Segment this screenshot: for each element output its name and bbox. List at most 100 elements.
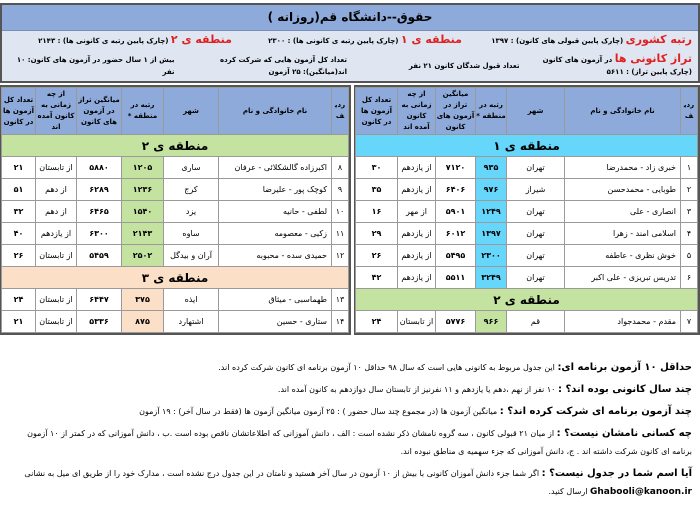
city: تهران: [506, 156, 565, 179]
student-name: تدریس تبریزی - علی اکبر: [564, 266, 681, 289]
table-row: ۷ مقدم - محمدجواد قم ۹۶۶ ۵۷۷۶ از تابستان ۲۴: [355, 310, 698, 333]
column-header: ردیف: [331, 87, 349, 135]
region-rank: ۲۱۴۳: [121, 222, 164, 245]
avg-taraz: ۵۸۸۰: [76, 156, 122, 179]
row-number: ۳: [680, 200, 698, 223]
student-name: حمیدی سده - محبوبه: [218, 244, 332, 267]
summary-row-counts: تراز کانونی ها در آزمون های کانون (چارک …: [2, 50, 698, 81]
region-row: منطقه ی ۲: [1, 134, 349, 157]
row-number: ۷: [680, 310, 698, 333]
joined-since: از یازدهم: [35, 222, 77, 245]
student-name: خوش نظری - عاطفه: [564, 244, 681, 267]
exam-count: ۴۲: [355, 266, 398, 289]
joined-since: از تابستان: [35, 288, 77, 311]
email-link[interactable]: Ghabooli@kanoon.ir: [589, 487, 692, 497]
avg-taraz: ۶۴۶۵: [76, 200, 122, 223]
column-header: ردیف: [680, 87, 698, 135]
note-title: حداقل ۱۰ آزمون برنامه ای:: [557, 362, 692, 373]
exam-count: ۲۶: [1, 244, 36, 267]
avg-taraz: ۶۴۰۶: [435, 178, 476, 201]
region-rank: ۳۲۴۹: [475, 266, 507, 289]
avg-taraz: ۷۱۲۰: [435, 156, 476, 179]
region-heading: منطقه ی ۲: [1, 134, 349, 157]
exam-count: ۲۴: [355, 310, 398, 333]
notes: حداقل ۱۰ آزمون برنامه ای: این جدول مربوط…: [8, 359, 692, 501]
note-text: از میان ۲۱ قبولی کانون ، سه گروه نامشان …: [27, 429, 692, 456]
avg-taraz: ۵۹۰۱: [435, 200, 476, 223]
column-header: تعداد کل آزمون ها در کانون: [355, 87, 398, 135]
region2-label: منطقه ی ۲: [170, 33, 232, 46]
row-number: ۱۰: [331, 200, 349, 223]
region1-summary: منطقه ی ۱ (چارک پایین رتبه ی کانونی ها) …: [238, 34, 462, 47]
city: ساوه: [163, 222, 219, 245]
student-name: مقدم - محمدجواد: [564, 310, 681, 333]
joined-since: از یازدهم: [397, 222, 436, 245]
city: اشتهارد: [163, 310, 219, 333]
note-title: آیا اسم شما در جدول نیست؟ :: [541, 468, 692, 479]
joined-since: از مهر: [397, 200, 436, 223]
avg-taraz: ۵۴۹۵: [435, 244, 476, 267]
region-rank: ۲۵۰۲: [121, 244, 164, 267]
taraz-summary: تراز کانونی ها در آزمون های کانون (چارک …: [526, 53, 692, 78]
student-name: زکیی - معصومه: [218, 222, 332, 245]
left-table-frame: ردیف نام خانوادگی و نام شهر رتبه در منطقه *…: [0, 85, 351, 335]
city: ایذه: [163, 288, 219, 311]
joined-since: از دهم: [35, 200, 77, 223]
region2-text: (چارک پایین رتبه ی کانونی ها) : ۲۱۴۳: [38, 37, 169, 45]
city: کرج: [163, 178, 219, 201]
row-number: ۱۴: [331, 310, 349, 333]
city: شیراز: [506, 178, 565, 201]
region-heading: منطقه ی ۲: [355, 288, 698, 311]
right-table-frame: ردیف نام خانوادگی و نام شهر رتبه در منطقه *…: [354, 85, 700, 335]
table-row: ۶ تدریس تبریزی - علی اکبر تهران ۳۲۴۹ ۵۵۱۱ از …: [355, 266, 698, 289]
student-name: انصاری - علی: [564, 200, 681, 223]
joined-since: از یازدهم: [397, 156, 436, 179]
note-text: اگر شما جزء دانش آموزان کانونی با بیش از…: [24, 469, 542, 478]
row-number: ۱۱: [331, 222, 349, 245]
tables-area: ردیف نام خانوادگی و نام شهر رتبه در منطقه *…: [0, 85, 700, 335]
table-row: ۸ اکبرزاده گالشکلائی - عرفان ساری ۱۲۰۵ ۵۸۸۰ ا…: [1, 156, 349, 179]
column-header: رتبه در منطقه *: [475, 87, 507, 135]
column-header: از چه زمانی به کانون آمده اند: [397, 87, 436, 135]
region-rank: ۱۲۳۶: [121, 178, 164, 201]
exam-count: ۳۵: [355, 178, 398, 201]
table-row: ۵ خوش نظری - عاطفه تهران ۲۳۰۰ ۵۴۹۵ از یازدهم ۲…: [355, 244, 698, 267]
note-missing: چه کسانی نامشان نیست؟ : از میان ۲۱ قبولی…: [8, 425, 692, 461]
exam-count: ۲۶: [355, 244, 398, 267]
taraz-text: در آزمون های کانون (چارک پایین تراز) : ۵…: [542, 56, 692, 76]
right-table: ردیف نام خانوادگی و نام شهر رتبه در منطقه *…: [355, 87, 698, 333]
row-number: ۱: [680, 156, 698, 179]
column-header: شهر: [506, 87, 565, 135]
region-rank: ۳۷۵: [121, 288, 164, 311]
header-row: ردیف نام خانوادگی و نام شهر رتبه در منطقه *…: [1, 87, 349, 135]
exam-count: ۳۲: [1, 200, 36, 223]
joined-since: از تابستان: [397, 310, 436, 333]
note-title: چند سال کانونی بوده اند؟ :: [557, 384, 692, 395]
accepted-count: تعداد قبول شدگان کانون ۲۱ نفر: [408, 61, 520, 70]
city: تهران: [506, 200, 565, 223]
note-exam-count: چند آزمون برنامه ای شرکت کرده اند؟ : میا…: [8, 403, 692, 421]
avg-taraz: ۶۲۸۹: [76, 178, 122, 201]
city: تهران: [506, 222, 565, 245]
row-number: ۶: [680, 266, 698, 289]
table-row: ۱۴ ستاری - حسین اشتهارد ۸۷۵ ۵۳۳۶ از تابستان ۲۱: [1, 310, 349, 333]
table-row: ۱۱ زکیی - معصومه ساوه ۲۱۴۳ ۶۳۰۰ از یازدهم ۴۰: [1, 222, 349, 245]
exam-count: ۱۶: [355, 200, 398, 223]
region-rank: ۱۲۴۹: [475, 200, 507, 223]
exam-count: ۲۹: [355, 222, 398, 245]
note-title: چه کسانی نامشان نیست؟ :: [556, 428, 692, 439]
city: تهران: [506, 244, 565, 267]
summary-header: حقوق--دانشگاه قم(روزانه ) رتبه کشوری (چا…: [0, 3, 700, 83]
note-min-exams: حداقل ۱۰ آزمون برنامه ای: این جدول مربوط…: [8, 359, 692, 377]
avg-taraz: ۶۴۴۷: [76, 288, 122, 311]
region-rank: ۹۶۶: [475, 310, 507, 333]
table-row: ۴ اسلامی امند - زهرا تهران ۱۳۹۷ ۶۰۱۲ از یازده…: [355, 222, 698, 245]
student-name: طهماسبی - میثاق: [218, 288, 332, 311]
region-row: منطقه ی ۱: [355, 134, 698, 157]
region-heading: منطقه ی ۱: [355, 134, 698, 157]
avg-taraz: ۵۴۵۹: [76, 244, 122, 267]
note-text: ارسال کنید.: [548, 487, 590, 496]
table-row: ۱۲ حمیدی سده - محبوبه آران و بیدگل ۲۵۰۲ ۵۴۵۹…: [1, 244, 349, 267]
region-rank: ۸۷۵: [121, 310, 164, 333]
region-rank: ۲۳۰۰: [475, 244, 507, 267]
